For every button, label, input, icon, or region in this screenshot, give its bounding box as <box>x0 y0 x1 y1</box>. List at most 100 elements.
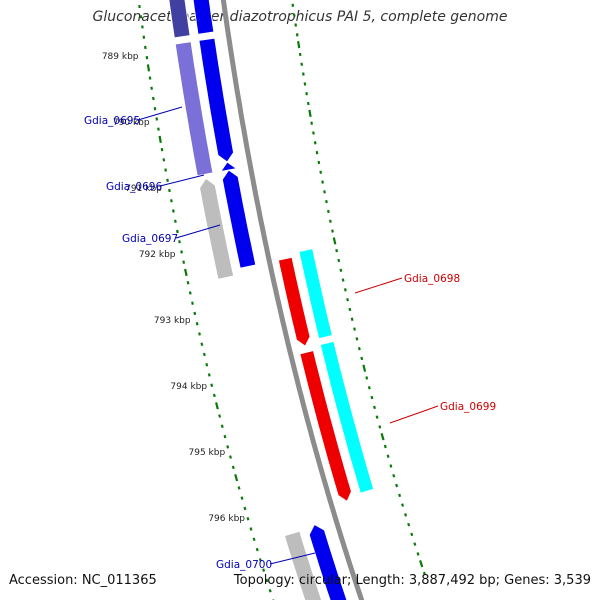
gene-label-gdia_0699: Gdia_0699 <box>440 401 496 413</box>
scale-tick-outer <box>401 503 405 507</box>
gene-label-gdia_0695: Gdia_0695 <box>84 115 140 127</box>
gene-0695-inner <box>174 41 214 177</box>
scale-tick-outer <box>370 395 374 400</box>
scale-tick-inner <box>180 250 183 254</box>
gene-label-gdia_0700: Gdia_0700 <box>216 559 272 571</box>
gene-0700-outer <box>308 523 348 600</box>
scale-tick-inner <box>218 414 222 418</box>
scale-tick-inner <box>184 268 188 277</box>
scale-tick-outer <box>332 237 337 245</box>
genome-backbone <box>220 0 365 600</box>
scale-tick-inner <box>182 260 186 264</box>
scale-tick-inner <box>249 527 253 531</box>
scale-tick-inner <box>174 219 177 223</box>
scale-label-794: 794 kbp <box>170 382 207 392</box>
gene-0697-outer <box>221 169 257 269</box>
gene-0695-outer <box>198 37 235 163</box>
scale-tick-inner <box>212 393 216 398</box>
scale-tick-inner <box>150 86 153 90</box>
scale-tick-outer <box>410 532 414 537</box>
gene-label-gdia_0697: Gdia_0697 <box>122 233 178 245</box>
scale-tick-inner <box>198 332 201 336</box>
scale-tick-outer <box>321 180 324 184</box>
gene-0694-outer <box>192 0 215 35</box>
scale-label-790: 790 kbp <box>113 118 150 128</box>
scale-tick-inner <box>168 188 171 193</box>
scale-tick-outer <box>341 278 345 282</box>
leader-line-gdia_0700 <box>269 552 316 565</box>
scale-tick-outer <box>348 307 352 312</box>
scale-tick-outer <box>308 109 312 117</box>
leader-line-gdia_0697 <box>175 224 221 239</box>
scale-tick-inner <box>193 311 197 316</box>
scale-tick-inner <box>252 537 256 542</box>
scale-tick-outer <box>404 513 408 517</box>
scale-label-796: 796 kbp <box>208 514 245 524</box>
scale-tick-inner <box>262 568 266 572</box>
gene-0700-inner <box>283 530 323 600</box>
scale-tick-inner <box>162 158 166 162</box>
scale-tick-inner <box>268 588 272 593</box>
scale-tick-outer <box>302 72 305 76</box>
scale-tick-inner <box>146 64 151 72</box>
scale-tick-inner <box>164 168 167 172</box>
scale-tick-outer <box>386 454 390 458</box>
scale-tick-outer <box>367 386 371 390</box>
scale-tick-outer <box>315 150 319 155</box>
scale-tick-outer <box>353 327 356 331</box>
gene-0698-inner <box>277 256 311 347</box>
gene-0694-inner <box>168 0 191 39</box>
scale-tick-outer <box>303 82 307 86</box>
scale-tick-outer <box>395 483 399 488</box>
scale-tick-outer <box>312 131 315 135</box>
scale-tick-inner <box>229 455 232 459</box>
scale-tick-outer <box>392 473 396 478</box>
scale-tick-outer <box>413 542 417 546</box>
scale-label-792: 792 kbp <box>139 250 176 260</box>
gene-0699-outer <box>319 340 375 494</box>
scale-tick-outer <box>357 346 361 351</box>
scale-tick-inner <box>176 229 179 234</box>
gene-label-gdia_0698: Gdia_0698 <box>404 273 460 285</box>
genome-summary-text: Topology: circular; Length: 3,887,492 bp… <box>233 573 591 588</box>
gene-label-gdia_0696: Gdia_0696 <box>106 181 162 193</box>
scale-tick-inner <box>223 434 227 439</box>
scale-tick-outer <box>389 464 393 468</box>
gene-0698-outer <box>298 248 334 340</box>
scale-tick-inner <box>172 209 175 213</box>
leader-line-gdia_0696 <box>159 174 205 187</box>
scale-tick-inner <box>160 147 164 152</box>
scale-tick-inner <box>188 291 192 295</box>
scale-tick-outer <box>419 560 424 568</box>
scale-tick-inner <box>158 135 162 143</box>
scale-tick-inner <box>258 558 262 562</box>
gene-0699-inner <box>299 349 353 503</box>
scale-tick-inner <box>170 199 173 203</box>
accession-text: Accession: NC_011365 <box>9 573 157 588</box>
scale-tick-inner <box>142 35 146 39</box>
scale-label-791: 791 kbp <box>125 184 162 194</box>
scale-tick-inner <box>195 321 199 326</box>
scale-tick-inner <box>152 96 155 101</box>
scale-tick-inner <box>207 373 211 377</box>
scale-tick-outer <box>339 268 343 272</box>
scale-tick-outer <box>383 444 387 449</box>
scale-tick-outer <box>319 170 323 174</box>
scale-tick-outer <box>378 425 382 429</box>
scale-tick-inner <box>246 516 250 521</box>
scale-tick-outer <box>317 160 321 165</box>
scale-tick-outer <box>329 219 332 223</box>
scale-label-795: 795 kbp <box>189 448 226 458</box>
scale-tick-inner <box>243 506 247 511</box>
scale-tick-outer <box>325 200 328 204</box>
scale-tick-inner <box>148 76 152 80</box>
scale-tick-outer <box>407 522 411 527</box>
scale-tick-outer <box>422 571 426 576</box>
scale-tick-outer <box>346 297 349 302</box>
scale-tick-outer <box>343 288 347 292</box>
scale-tick-outer <box>306 101 310 106</box>
scale-tick-inner <box>240 496 244 500</box>
scale-tick-outer <box>313 141 317 145</box>
